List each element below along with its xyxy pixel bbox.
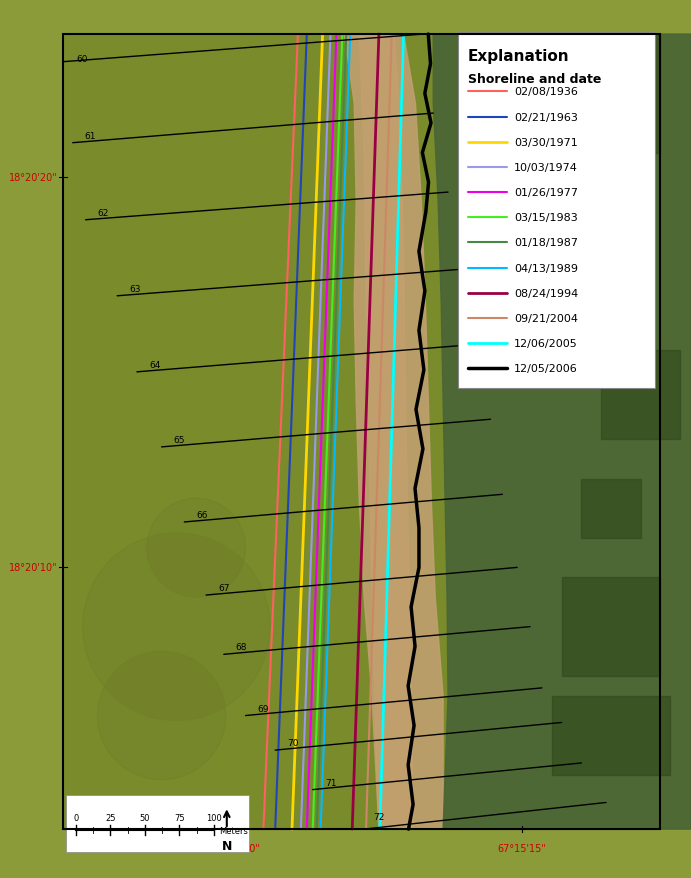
Text: 08/24/1994: 08/24/1994 — [514, 289, 578, 299]
Text: 65: 65 — [173, 435, 185, 444]
Text: 01/18/1987: 01/18/1987 — [514, 238, 578, 248]
Text: Shoreline and date: Shoreline and date — [468, 73, 601, 85]
Text: 69: 69 — [258, 704, 269, 713]
Bar — [562, 578, 661, 676]
Text: 04/13/1989: 04/13/1989 — [514, 263, 578, 273]
Text: 25: 25 — [105, 813, 115, 823]
Text: 02/21/1963: 02/21/1963 — [514, 112, 578, 122]
Bar — [458, 33, 656, 388]
Text: 18°20'10": 18°20'10" — [9, 563, 58, 572]
Text: 75: 75 — [174, 813, 184, 823]
Text: 70: 70 — [287, 738, 299, 747]
Text: 62: 62 — [97, 209, 109, 218]
Text: 50: 50 — [140, 813, 150, 823]
Text: N: N — [222, 839, 232, 852]
Text: 09/21/2004: 09/21/2004 — [514, 313, 578, 324]
Text: 60: 60 — [77, 54, 88, 63]
Text: 03/15/1983: 03/15/1983 — [514, 213, 578, 223]
Polygon shape — [359, 35, 413, 829]
Text: Explanation: Explanation — [468, 49, 569, 64]
Text: 67°15'15": 67°15'15" — [498, 843, 547, 853]
Polygon shape — [433, 35, 691, 829]
Text: 67°15'20": 67°15'20" — [211, 843, 260, 853]
Text: 01/26/1977: 01/26/1977 — [514, 188, 578, 198]
Circle shape — [83, 533, 270, 721]
Text: Meters: Meters — [219, 825, 248, 835]
Text: 67: 67 — [218, 583, 229, 593]
Polygon shape — [344, 35, 443, 829]
Bar — [581, 479, 641, 538]
Text: 12/06/2005: 12/06/2005 — [514, 339, 578, 349]
Text: 72: 72 — [373, 812, 385, 821]
Text: 03/30/1971: 03/30/1971 — [514, 138, 578, 148]
Circle shape — [97, 651, 226, 780]
Text: 64: 64 — [149, 361, 160, 370]
Text: 12/05/2006: 12/05/2006 — [514, 364, 578, 374]
Text: 66: 66 — [196, 510, 208, 520]
Text: 63: 63 — [129, 284, 141, 293]
Bar — [63, 35, 661, 829]
Text: 71: 71 — [325, 778, 337, 787]
Bar — [66, 795, 249, 852]
Text: 10/03/1974: 10/03/1974 — [514, 162, 578, 173]
Bar — [551, 696, 670, 775]
Circle shape — [146, 499, 245, 597]
Text: 100: 100 — [206, 813, 222, 823]
Text: 61: 61 — [85, 132, 96, 140]
Text: 02/08/1936: 02/08/1936 — [514, 87, 578, 97]
Text: 68: 68 — [236, 643, 247, 651]
Bar — [601, 350, 680, 440]
Bar — [63, 35, 661, 829]
Text: 0: 0 — [73, 813, 78, 823]
Bar — [542, 35, 661, 154]
Text: 18°20'20": 18°20'20" — [9, 173, 58, 183]
